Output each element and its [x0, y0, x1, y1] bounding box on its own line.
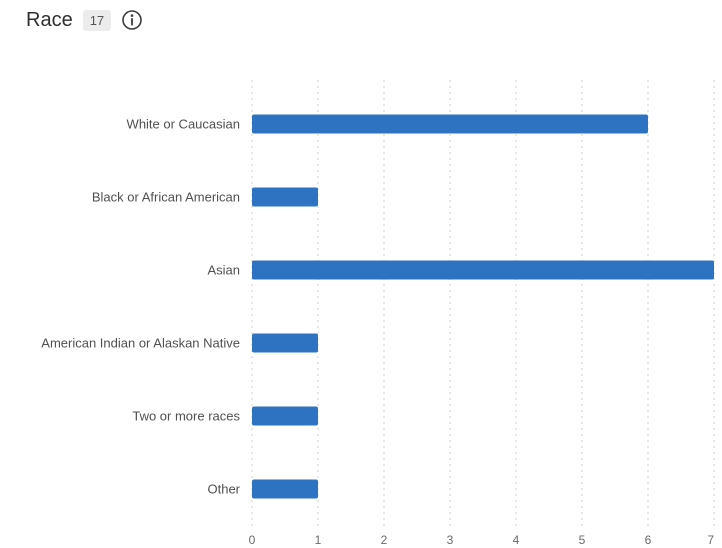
x-tick-label: 1: [315, 533, 322, 547]
x-tick-label: 5: [579, 533, 586, 547]
chart-header: Race 17: [26, 6, 143, 34]
x-tick-labels: 0 1 2 3 4 5 6 7: [249, 533, 715, 547]
bar[interactable]: [252, 479, 318, 499]
grid-lines: [251, 80, 715, 528]
info-icon[interactable]: [121, 9, 143, 31]
x-tick-label: 4: [513, 533, 520, 547]
x-tick-label: 7: [707, 533, 714, 547]
category-label: White or Caucasian: [127, 117, 240, 132]
category-label: Other: [207, 482, 240, 497]
category-label: Black or African American: [92, 190, 240, 205]
bars: [252, 114, 714, 499]
bar[interactable]: [252, 114, 648, 134]
category-labels: White or Caucasian Black or African Ameri…: [41, 117, 240, 497]
x-tick-label: 2: [381, 533, 388, 547]
bar[interactable]: [252, 406, 318, 426]
bar[interactable]: [252, 260, 714, 280]
category-label: American Indian or Alaskan Native: [41, 336, 240, 351]
x-tick-label: 3: [447, 533, 454, 547]
count-badge: 17: [82, 9, 112, 31]
category-label: Asian: [207, 263, 240, 278]
bar[interactable]: [252, 333, 318, 353]
x-tick-label: 0: [249, 533, 256, 547]
chart-title: Race: [26, 8, 73, 31]
bar[interactable]: [252, 187, 318, 207]
x-tick-label: 6: [645, 533, 652, 547]
category-label: Two or more races: [132, 409, 240, 424]
